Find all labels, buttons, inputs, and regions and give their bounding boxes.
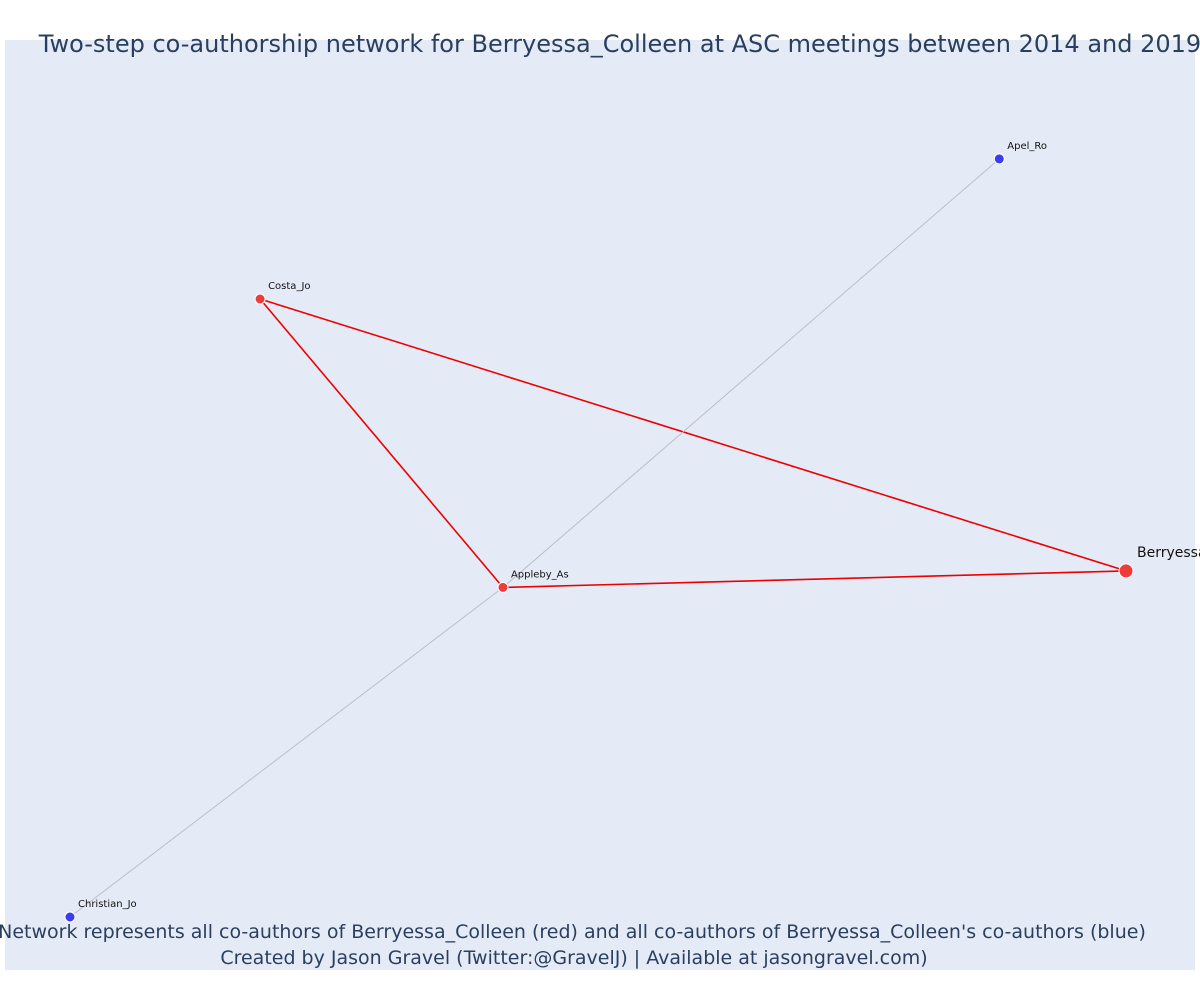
edge-Appleby_As-Berryessa_Colleen bbox=[502, 570, 1127, 589]
edges-layer bbox=[69, 158, 1127, 918]
node-label-Christian_Jo: Christian_Jo bbox=[78, 899, 137, 910]
node-Christian_Jo[interactable] bbox=[64, 911, 76, 923]
edge-Costa_Jo-Appleby_As bbox=[259, 298, 504, 588]
node-Berryessa_Colleen[interactable] bbox=[1118, 563, 1134, 579]
node-label-Costa_Jo: Costa_Jo bbox=[268, 281, 310, 292]
caption-line-1: Network represents all co-authors of Ber… bbox=[0, 921, 1146, 943]
node-Costa_Jo[interactable] bbox=[254, 293, 266, 305]
nodes-layer bbox=[64, 153, 1134, 923]
page-title: Two-step co-authorship network for Berry… bbox=[38, 30, 1200, 58]
edge-Apel_Ro-Appleby_As bbox=[502, 158, 1000, 588]
labels-layer: Berryessa_Colleen Costa_Jo Appleby_As Apel_… bbox=[78, 141, 1200, 910]
node-Appleby_As[interactable] bbox=[497, 581, 509, 593]
edge-Appleby_As-Christian_Jo bbox=[69, 587, 504, 918]
node-Apel_Ro[interactable] bbox=[993, 153, 1005, 165]
node-label-Berryessa_Colleen: Berryessa_Colleen bbox=[1137, 545, 1200, 561]
edge-Costa_Jo-Berryessa_Colleen bbox=[259, 298, 1127, 572]
node-label-Appleby_As: Appleby_As bbox=[511, 569, 569, 580]
node-label-Apel_Ro: Apel_Ro bbox=[1007, 141, 1047, 152]
caption-line-2: Created by Jason Gravel (Twitter:@Gravel… bbox=[220, 947, 927, 969]
